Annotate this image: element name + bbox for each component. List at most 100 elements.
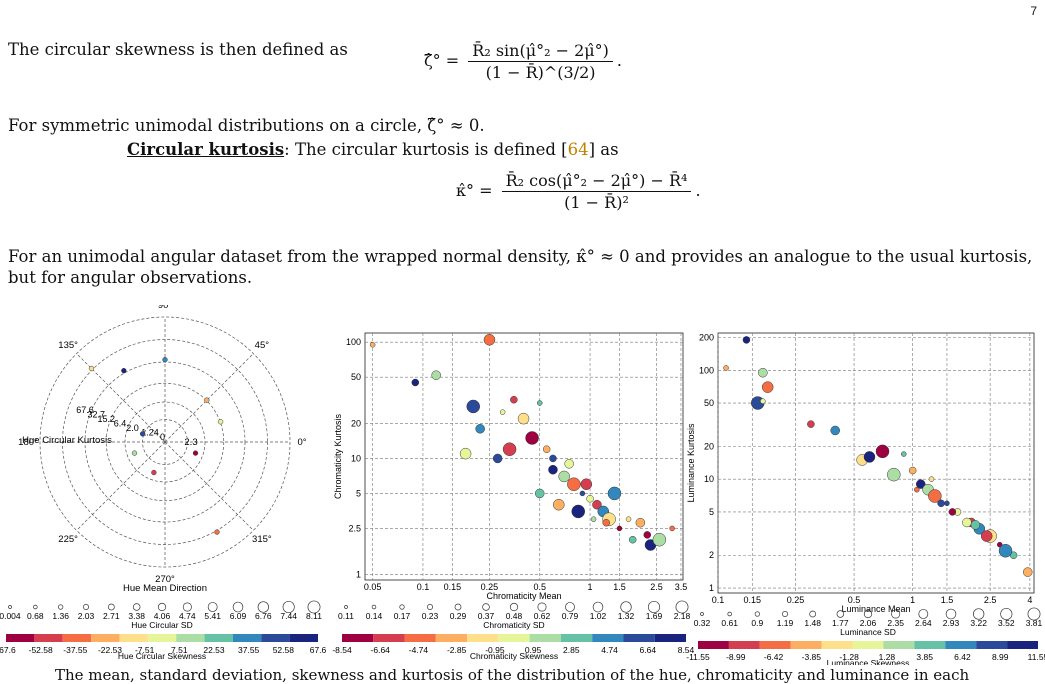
x-tick-label: 1.5: [941, 595, 954, 605]
size-legend-value: 1.69: [646, 611, 663, 621]
colorbar-segment: [232, 634, 262, 642]
colorbar-tick: -1.28: [839, 652, 859, 662]
x-tick-label: 0.5: [533, 582, 546, 592]
colorbar-tick: 4.74: [601, 645, 618, 655]
equation-lhs: κ̂° =: [456, 181, 493, 200]
size-legend-value: 4.06: [154, 611, 171, 621]
size-legend-value: 0.79: [562, 611, 579, 621]
size-legend-value: 0.14: [366, 611, 383, 621]
scatter-point: [579, 490, 586, 497]
y-tick-label: 2: [709, 550, 714, 560]
equation-numerator: R̄₂ sin(μ̂°₂ − 2μ̂°): [468, 40, 613, 62]
polar-angle-label: 180°: [18, 437, 38, 448]
colorbar-segment: [1007, 641, 1038, 649]
x-tick-label: 2.5: [984, 595, 997, 605]
scatter-point: [542, 445, 551, 453]
citation-link[interactable]: 64: [567, 140, 589, 159]
paragraph-wrapped-normal-2: but for angular observations.: [8, 268, 253, 287]
colorbar-segment: [6, 634, 35, 642]
colorbar-tick: 6.42: [954, 652, 971, 662]
equation-numerator: R̄₂ cos(μ̂°₂ − 2μ̂°) − R̄⁴: [501, 170, 692, 192]
scatter-point: [962, 517, 972, 528]
size-legend-value: 3.81: [1026, 618, 1043, 628]
x-tick-label: 3.5: [675, 582, 688, 592]
colorbar-segment: [435, 634, 468, 642]
colorbar-segment: [560, 634, 593, 642]
paragraph-symmetric: For symmetric unimodal distributions on …: [8, 116, 485, 135]
polar-grid-spoke: [164, 353, 254, 443]
size-legend-marker: [307, 600, 321, 614]
polar-data-point: [214, 529, 220, 535]
size-legend-value: 2.18: [674, 611, 691, 621]
colorbar-title: Hue Circular Skewness: [118, 651, 206, 661]
size-legend-value: 0.62: [534, 611, 551, 621]
scatter-point: [411, 378, 420, 387]
x-tick-label: 0.05: [364, 582, 382, 592]
colorbar-tick: 37.55: [238, 645, 260, 655]
scatter-point: [571, 504, 585, 519]
polar-data-point: [162, 357, 168, 363]
polar-data-point: [204, 397, 210, 403]
size-legend-value: 2.71: [103, 611, 120, 621]
size-legend-value: 0.37: [478, 611, 495, 621]
colorbar-segment: [62, 634, 92, 642]
x-tick-label: 1: [588, 582, 593, 592]
scatter-point: [944, 500, 950, 507]
polar-radial-label: 1.24: [141, 428, 159, 438]
size-legend-marker: [282, 600, 295, 614]
scatter-point: [549, 454, 557, 463]
paragraph-bottom: The mean, standard deviation, skewness a…: [55, 666, 970, 684]
scatter-point: [652, 532, 667, 547]
figure: 90°45°0°315°270°225°180°135°67.632.715.2…: [0, 305, 1045, 665]
size-legend-value: 1.36: [52, 611, 69, 621]
colorbar-tick: -11.55: [686, 652, 710, 662]
scatter-point: [502, 442, 517, 456]
scatter-point: [887, 467, 901, 482]
equation-kurtosis: κ̂° = R̄₂ cos(μ̂°₂ − 2μ̂°) − R̄⁴ (1 − R̄)…: [456, 170, 701, 212]
scatter-point: [499, 409, 506, 415]
polar-center-label: 2.3: [184, 437, 197, 448]
size-legend-marker: [945, 608, 957, 620]
size-legend-marker: [257, 601, 269, 613]
polar-radial-label: 0: [160, 432, 165, 442]
scatter-point: [807, 420, 815, 428]
colorbar-tick: -6.64: [371, 645, 391, 655]
colorbar-tick: -6.42: [764, 652, 784, 662]
size-legend-marker: [58, 604, 64, 610]
size-legend-marker: [700, 612, 704, 616]
y-tick-label: 10: [351, 453, 361, 463]
scatter-point: [948, 508, 957, 516]
colorbar-segment: [529, 634, 561, 642]
scatter-point: [548, 464, 558, 475]
x-axis-label: Chromaticity Mean: [486, 591, 561, 601]
scatter-point: [580, 478, 593, 490]
size-legend-marker: [83, 604, 89, 610]
size-legend-value: 1.02: [590, 611, 607, 621]
page-number: 7: [1030, 4, 1037, 18]
size-legend-marker: [973, 608, 985, 620]
colorbar-segment: [342, 634, 374, 642]
size-legend-marker: [727, 611, 732, 617]
colorbar-tick: -8.99: [726, 652, 746, 662]
colorbar-tick: 2.85: [563, 645, 580, 655]
y-tick-label: 200: [699, 333, 714, 343]
paragraph-skewness-intro: The circular skewness is then defined as: [8, 40, 348, 59]
polar-grid-spoke: [164, 441, 254, 531]
scatter-point: [643, 531, 652, 539]
size-legend-value: 7.44: [280, 611, 297, 621]
size-legend-marker: [675, 600, 689, 614]
size-legend-value: 1.48: [804, 618, 821, 628]
scatter-point: [586, 495, 594, 503]
polar-data-point: [151, 469, 157, 476]
size-legend-marker: [371, 604, 377, 610]
size-legend-marker: [620, 601, 632, 613]
colorbar-tick: 6.64: [640, 645, 657, 655]
colorbar-tick: -52.58: [29, 645, 53, 655]
polar-angle-label: 0°: [297, 437, 306, 448]
scatter-point: [553, 498, 565, 511]
polar-angle-label: 45°: [255, 340, 270, 351]
scatter-point: [761, 381, 774, 393]
size-legend-value: 0.68: [27, 611, 44, 621]
paragraph-wrapped-normal-1: For an unimodal angular dataset from the…: [8, 247, 1033, 266]
colorbar-segment: [91, 634, 120, 642]
